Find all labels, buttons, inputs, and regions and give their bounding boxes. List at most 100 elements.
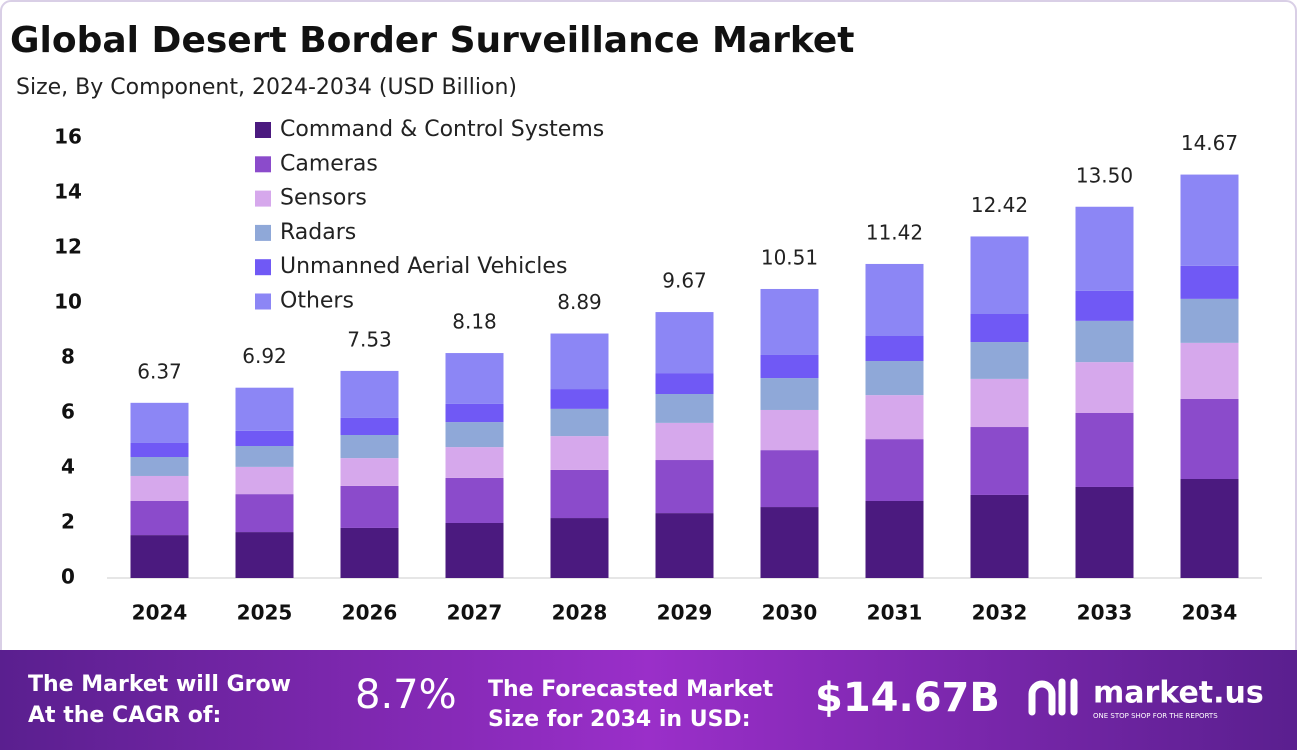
bar-segment <box>970 236 1029 314</box>
bar-segment <box>655 312 714 374</box>
y-tick-label: 6 <box>61 400 75 424</box>
total-label: 10.51 <box>761 245 818 269</box>
legend-label: Unmanned Aerial Vehicles <box>280 254 567 279</box>
bar-segment <box>1180 174 1239 266</box>
legend-label: Command & Control Systems <box>280 117 604 142</box>
bar-segment <box>1075 290 1134 321</box>
legend-swatch <box>255 190 271 207</box>
bar-segment <box>550 469 609 519</box>
bar-segment <box>655 513 714 578</box>
bar-segment <box>445 353 504 404</box>
y-tick-label: 10 <box>54 290 82 314</box>
bar-segment <box>1075 206 1134 291</box>
bar-segment <box>550 333 609 390</box>
bar-segment <box>865 395 924 440</box>
bar-segment <box>130 442 189 457</box>
x-tick-label: 2032 <box>972 601 1028 625</box>
brand: market.us <box>1093 676 1264 711</box>
bar-segment <box>235 466 294 495</box>
bar-segment <box>130 535 189 578</box>
bar-segment <box>340 435 399 459</box>
bar-segment <box>550 389 609 409</box>
bar-segment <box>760 507 819 578</box>
x-tick-label: 2027 <box>447 601 503 625</box>
bar-segment <box>340 458 399 486</box>
y-tick-label: 0 <box>61 565 75 589</box>
bar-segment <box>865 361 924 396</box>
bar-segment <box>550 408 609 437</box>
bar-segment <box>865 501 924 578</box>
bar-segment <box>340 485 399 528</box>
total-label: 8.18 <box>452 310 497 334</box>
bar-segment <box>340 417 399 435</box>
bar-segment <box>130 402 189 443</box>
bar-segment <box>865 439 924 501</box>
bar-segment <box>235 387 294 431</box>
y-tick-label: 2 <box>61 510 75 534</box>
legend-swatch <box>255 293 271 310</box>
legend-swatch <box>255 122 271 138</box>
bar-segment <box>655 422 714 461</box>
total-label: 6.37 <box>137 359 182 383</box>
bar-segment <box>445 403 504 423</box>
y-tick-label: 12 <box>54 235 82 259</box>
bar-segment <box>340 527 399 578</box>
chart-subtitle: Size, By Component, 2024-2034 (USD Billi… <box>16 75 517 100</box>
x-tick-label: 2025 <box>237 601 293 625</box>
bar-segment <box>445 523 504 578</box>
footer-label: Size for 2034 in USD: <box>488 707 751 732</box>
total-label: 11.42 <box>866 220 923 244</box>
total-label: 13.50 <box>1076 163 1133 187</box>
bar-segment <box>130 457 189 476</box>
bar-segment <box>1075 486 1134 578</box>
bar-segment <box>130 475 189 501</box>
x-tick-label: 2026 <box>342 601 398 625</box>
bar-segment <box>445 447 504 478</box>
legend-swatch <box>255 224 271 241</box>
y-tick-label: 4 <box>61 455 75 479</box>
total-label: 9.67 <box>662 269 707 293</box>
x-tick-label: 2034 <box>1182 601 1238 625</box>
bar-segment <box>1180 265 1239 299</box>
footer-label: The Forecasted Market <box>488 677 774 702</box>
tagline: ONE STOP SHOP FOR THE REPORTS <box>1093 712 1218 720</box>
bar-segment <box>655 373 714 395</box>
bar-segment <box>550 518 609 578</box>
bar-segment <box>445 477 504 523</box>
bar-segment <box>1075 413 1134 487</box>
legend-label: Cameras <box>280 151 378 176</box>
y-tick-label: 16 <box>54 125 82 149</box>
x-tick-label: 2029 <box>657 601 713 625</box>
brand-logo <box>1028 678 1078 716</box>
legend-swatch <box>255 156 271 173</box>
bar-segment <box>1075 320 1134 363</box>
legend-swatch <box>255 259 271 276</box>
bar-segment <box>235 532 294 578</box>
footer-label: The Market will Grow <box>28 672 291 697</box>
bar-segment <box>655 394 714 423</box>
x-tick-label: 2024 <box>132 601 188 625</box>
bar-segment <box>235 446 294 467</box>
bar-segment <box>970 494 1029 578</box>
x-tick-label: 2028 <box>552 601 608 625</box>
bar-segment <box>970 378 1029 428</box>
footer-band <box>0 650 1297 750</box>
bar-segment <box>655 460 714 514</box>
bar-segment <box>550 436 609 470</box>
forecast-value: $14.67B <box>815 675 1000 721</box>
bar-segment <box>865 263 924 336</box>
x-tick-label: 2033 <box>1077 601 1133 625</box>
bar-segment <box>235 494 294 533</box>
bar-segment <box>1180 298 1239 343</box>
chart-title: Global Desert Border Surveillance Market <box>10 20 855 61</box>
legend-label: Radars <box>280 220 356 245</box>
footer-label: At the CAGR of: <box>28 703 221 728</box>
bar-segment <box>235 430 294 446</box>
bar-segment <box>970 342 1029 379</box>
bar-segment <box>760 409 819 451</box>
x-tick-label: 2030 <box>762 601 818 625</box>
total-label: 14.67 <box>1181 131 1238 155</box>
x-tick-label: 2031 <box>867 601 923 625</box>
